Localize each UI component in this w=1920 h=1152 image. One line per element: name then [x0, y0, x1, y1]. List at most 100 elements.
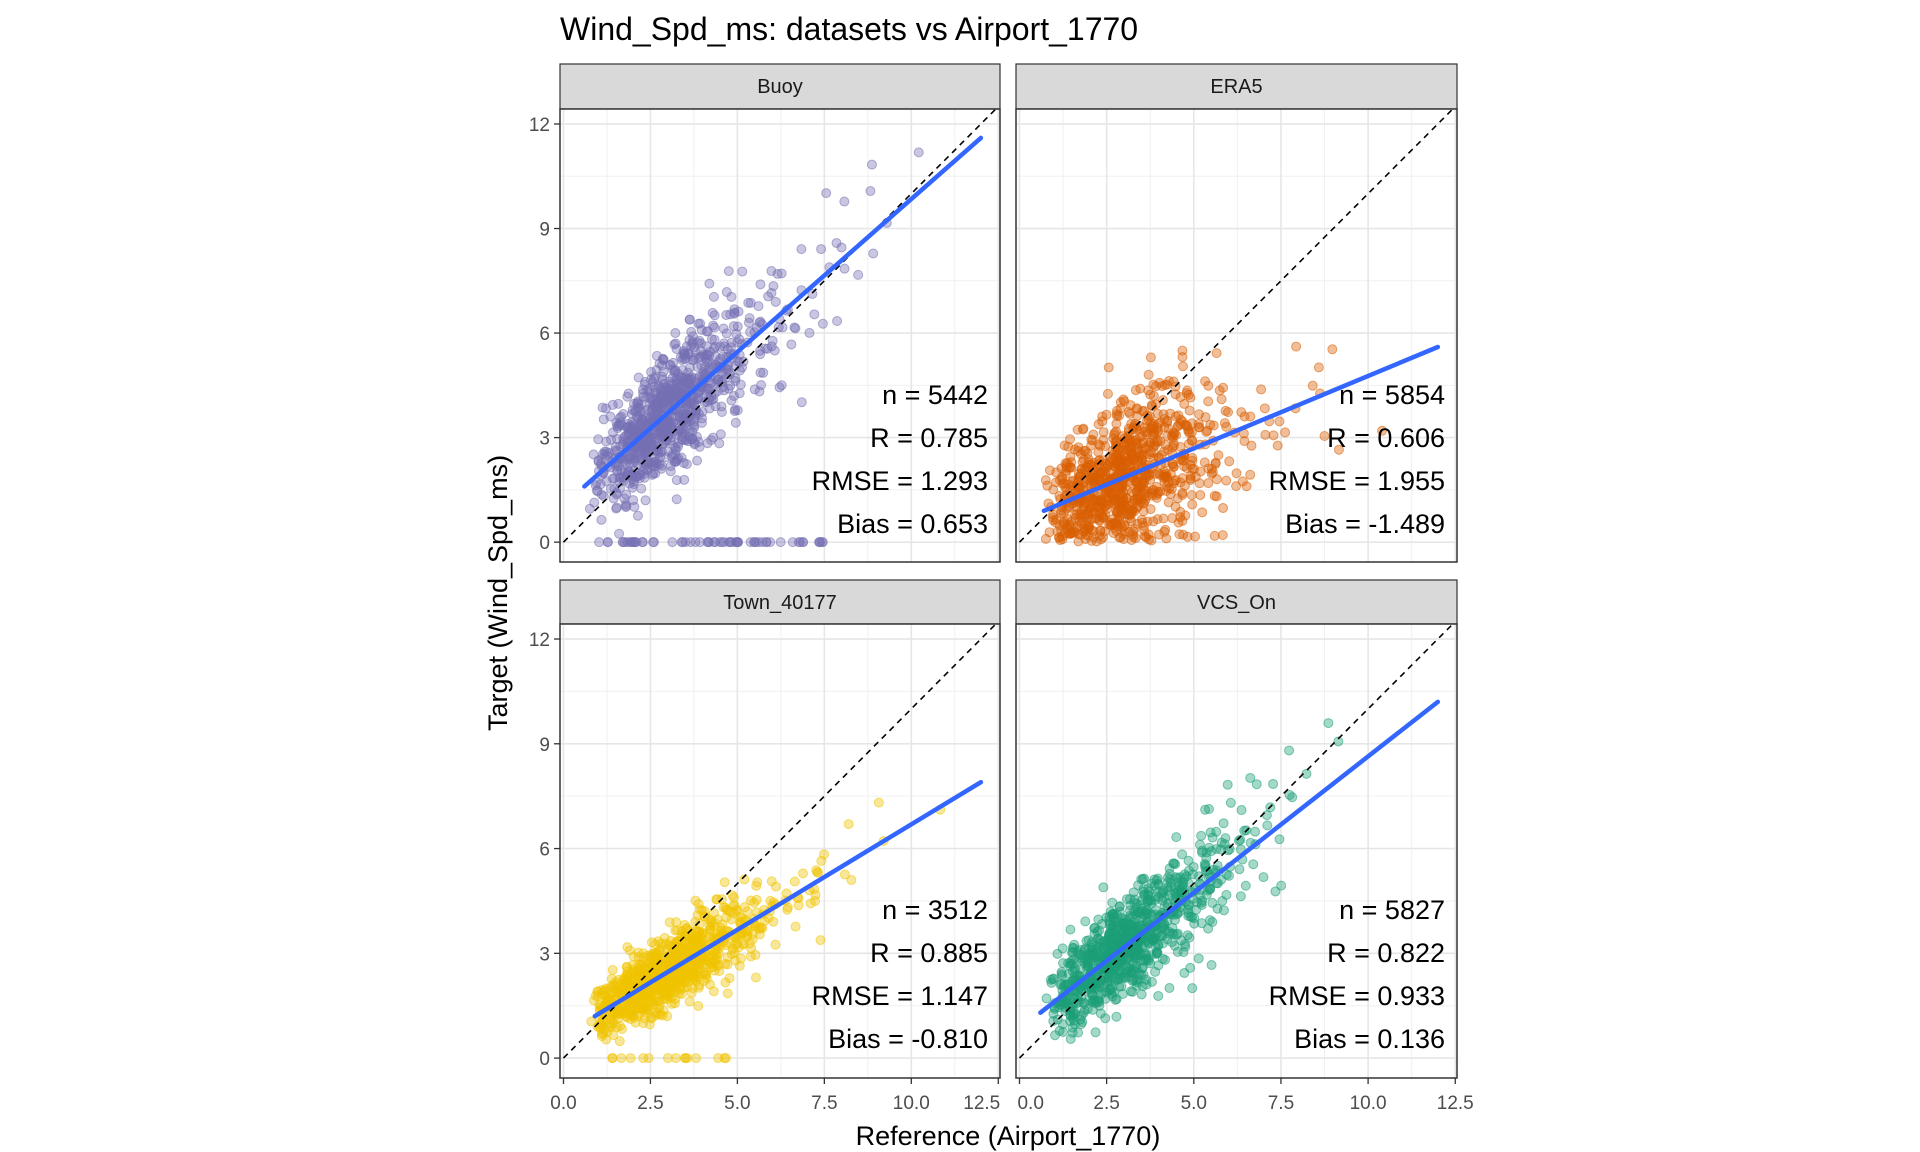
data-point: [734, 334, 745, 345]
x-tick-label: 10.0: [893, 1093, 930, 1114]
data-point: [1112, 449, 1123, 460]
data-point: [658, 354, 669, 365]
panel-era5: ERA5 n = 5854 R = 0.606 RMSE = 1.955 Bias = …: [1015, 63, 1458, 563]
data-point-zero: [690, 537, 701, 548]
stat-r: R = 0.606: [1327, 423, 1445, 453]
stat-r: R = 0.785: [870, 423, 988, 453]
data-point: [1077, 1016, 1088, 1027]
data-point: [1132, 410, 1143, 421]
data-point: [1182, 531, 1193, 542]
data-point: [1150, 966, 1161, 977]
data-point: [669, 339, 680, 350]
data-point: [1079, 509, 1090, 520]
data-point: [728, 900, 739, 911]
data-point: [1118, 394, 1129, 405]
data-point: [655, 392, 666, 403]
data-point: [776, 268, 787, 279]
data-point: [765, 895, 776, 906]
data-point: [724, 369, 735, 380]
data-point: [1137, 450, 1148, 461]
data-point-zero: [795, 537, 806, 548]
data-point: [1187, 499, 1198, 510]
stat-bias: Bias = -0.810: [828, 1024, 988, 1054]
y-tick-label: 9: [539, 220, 550, 241]
data-point: [655, 452, 666, 463]
data-point: [681, 341, 692, 352]
data-point: [1187, 435, 1198, 446]
data-point: [1091, 472, 1102, 483]
data-point: [745, 327, 756, 338]
data-point: [597, 402, 608, 413]
data-point: [684, 996, 695, 1007]
data-point: [646, 1013, 657, 1024]
data-point: [1058, 958, 1069, 969]
data-point: [613, 398, 624, 409]
data-point: [1196, 918, 1207, 929]
x-tick-label: 12.5: [1437, 1093, 1474, 1114]
data-point-zero: [662, 1053, 673, 1064]
data-point: [1170, 872, 1181, 883]
data-point: [1111, 409, 1122, 420]
data-point: [1179, 939, 1190, 950]
facet-strip: [559, 63, 1001, 110]
data-point: [1313, 362, 1324, 373]
y-tick-label: 12: [529, 115, 550, 136]
data-point: [804, 327, 815, 338]
data-point: [716, 407, 727, 418]
data-point: [702, 357, 713, 368]
data-point: [1195, 490, 1206, 501]
data-point: [1080, 916, 1091, 927]
stat-r: R = 0.885: [870, 938, 988, 968]
data-point: [1323, 718, 1334, 729]
data-point: [671, 375, 682, 386]
data-point: [832, 316, 843, 327]
data-point: [839, 869, 850, 880]
y-tick-label: 3: [539, 429, 550, 450]
data-point: [1206, 960, 1217, 971]
data-point: [1217, 895, 1228, 906]
data-point: [704, 403, 715, 414]
data-point: [687, 939, 698, 950]
data-point: [719, 338, 730, 349]
data-point: [1146, 950, 1157, 961]
data-point: [1132, 921, 1143, 932]
data-point: [796, 244, 807, 255]
data-point: [1207, 916, 1218, 927]
data-point: [707, 307, 718, 318]
data-point: [1155, 436, 1166, 447]
data-point: [1148, 516, 1159, 527]
data-point: [690, 405, 701, 416]
data-point: [1218, 818, 1229, 829]
data-point: [671, 344, 682, 355]
data-point-zero: [720, 1053, 731, 1064]
x-tick-label: 5.0: [1181, 1093, 1207, 1114]
data-point-zero: [625, 1053, 636, 1064]
data-point: [1080, 445, 1091, 456]
data-point: [816, 244, 827, 255]
data-point: [1138, 521, 1149, 532]
data-point: [609, 473, 620, 484]
data-point: [1203, 396, 1214, 407]
data-point-zero: [817, 537, 828, 548]
data-point: [816, 855, 827, 866]
data-point: [1211, 826, 1222, 837]
data-point: [624, 945, 635, 956]
data-point: [647, 440, 658, 451]
data-point: [675, 984, 686, 995]
data-point: [616, 420, 627, 431]
data-point: [1050, 517, 1061, 528]
data-point: [662, 944, 673, 955]
data-point: [616, 1023, 627, 1034]
data-point: [1153, 990, 1164, 1001]
data-point: [633, 959, 644, 970]
data-point: [633, 372, 644, 383]
data-point: [1098, 882, 1109, 893]
data-point: [1231, 468, 1242, 479]
data-point: [1174, 529, 1185, 540]
data-point: [1135, 492, 1146, 503]
data-point: [638, 391, 649, 402]
data-point: [1091, 943, 1102, 954]
data-point: [1055, 535, 1066, 546]
data-point: [1128, 526, 1139, 537]
data-point: [690, 895, 701, 906]
